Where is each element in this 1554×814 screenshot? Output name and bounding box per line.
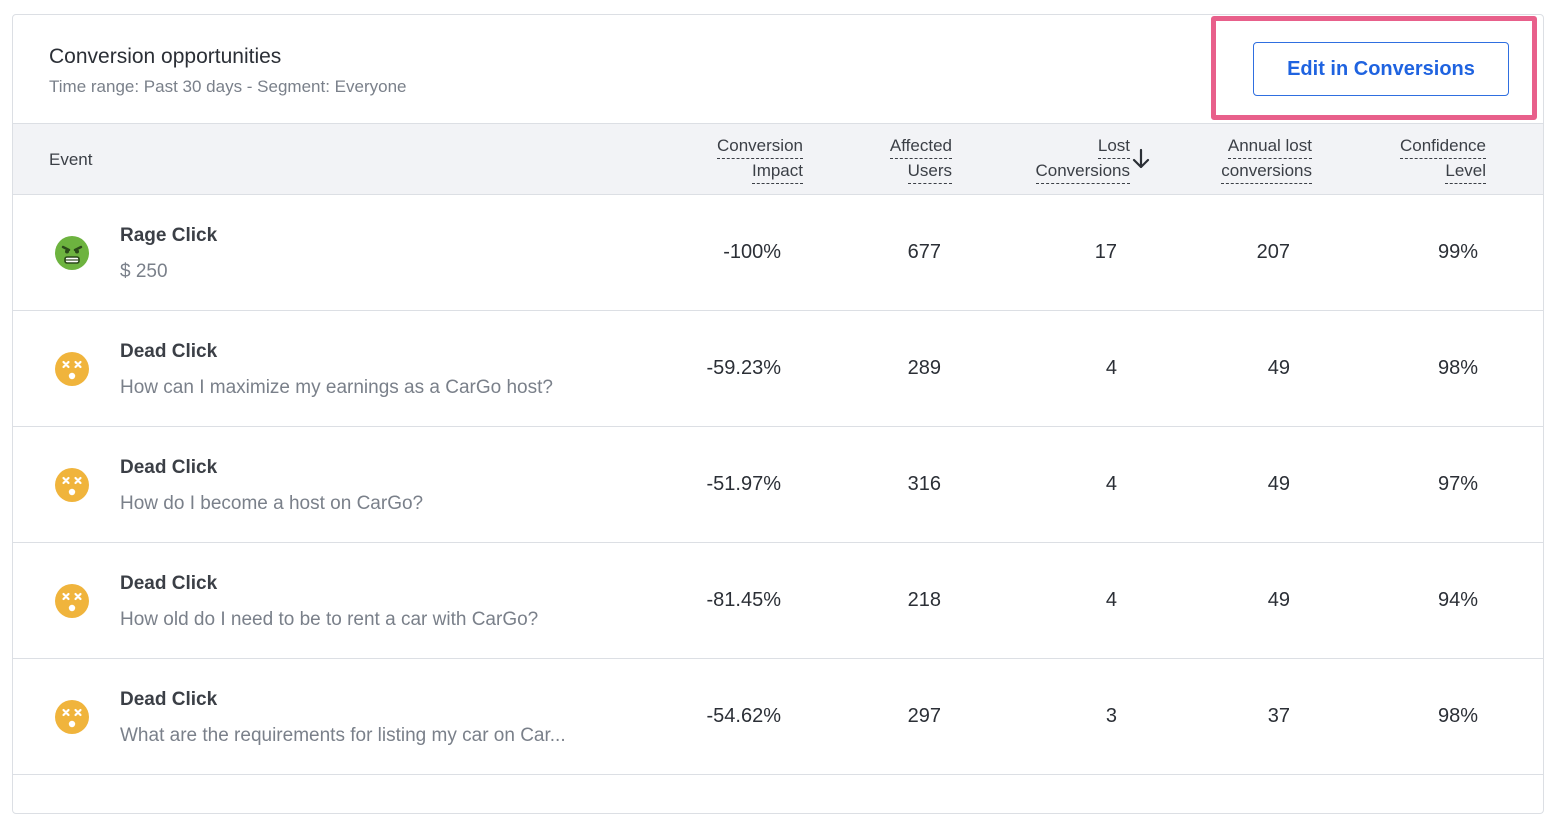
- conversion-opportunities-card: Conversion opportunities Time range: Pas…: [12, 14, 1544, 814]
- conversion-impact-value: -51.97%: [706, 473, 782, 495]
- affected-users-value: 289: [907, 357, 941, 379]
- angry-face-icon: [54, 235, 90, 271]
- annual-lost-conversions-value: 37: [1267, 705, 1290, 727]
- card-title: Conversion opportunities: [49, 45, 282, 68]
- affected-users-value: 316: [907, 473, 941, 495]
- table-header: Event Conversion Impact Affected Users Los…: [13, 123, 1543, 195]
- annual-lost-conversions-value: 49: [1267, 357, 1290, 379]
- conversion-impact-value: -54.62%: [706, 705, 782, 727]
- dizzy-face-icon: [54, 583, 90, 619]
- dizzy-face-icon: [54, 699, 90, 735]
- confidence-level-value: 97%: [1437, 473, 1478, 495]
- edit-in-conversions-button[interactable]: Edit in Conversions: [1253, 42, 1509, 96]
- event-description: How do I become a host on CarGo?: [120, 493, 424, 514]
- event-name: Rage Click: [120, 225, 218, 246]
- event-name: Dead Click: [120, 689, 218, 710]
- confidence-level-value: 94%: [1437, 589, 1478, 611]
- col-lost-conversions[interactable]: Lost Conversions: [1035, 134, 1130, 184]
- col-confidence-level[interactable]: Confidence Level: [1399, 134, 1486, 184]
- affected-users-value: 677: [907, 241, 941, 263]
- table-row[interactable]: Dead Click What are the requirements for…: [13, 659, 1543, 775]
- annual-lost-conversions-value: 49: [1267, 589, 1290, 611]
- dizzy-face-icon: [54, 351, 90, 387]
- card-header: Conversion opportunities Time range: Pas…: [13, 15, 1543, 123]
- table-row[interactable]: Dead Click How old do I need to be to re…: [13, 543, 1543, 659]
- affected-users-value: 297: [907, 705, 941, 727]
- card-subtitle: Time range: Past 30 days - Segment: Ever…: [49, 77, 407, 96]
- event-description: $ 250: [120, 261, 168, 282]
- confidence-level-value: 98%: [1437, 357, 1478, 379]
- lost-conversions-value: 3: [1105, 705, 1117, 727]
- conversion-impact-value: -59.23%: [706, 357, 782, 379]
- event-name: Dead Click: [120, 573, 218, 594]
- lost-conversions-value: 4: [1105, 589, 1117, 611]
- table-row[interactable]: Dead Click How can I maximize my earning…: [13, 311, 1543, 427]
- lost-conversions-value: 17: [1094, 241, 1117, 263]
- table-row[interactable]: Dead Click How do I become a host on Car…: [13, 427, 1543, 543]
- event-name: Dead Click: [120, 341, 218, 362]
- annual-lost-conversions-value: 49: [1267, 473, 1290, 495]
- dizzy-face-icon: [54, 467, 90, 503]
- lost-conversions-value: 4: [1105, 473, 1117, 495]
- highlight-box: [1211, 16, 1537, 120]
- lost-conversions-value: 4: [1105, 357, 1117, 379]
- affected-users-value: 218: [907, 589, 941, 611]
- conversion-impact-value: -81.45%: [706, 589, 782, 611]
- col-affected-users[interactable]: Affected Users: [889, 134, 952, 184]
- confidence-level-value: 99%: [1437, 241, 1478, 263]
- col-conversion-impact[interactable]: Conversion Impact: [717, 134, 803, 184]
- event-name: Dead Click: [120, 457, 218, 478]
- event-description: What are the requirements for listing my…: [120, 725, 566, 746]
- col-event[interactable]: Event: [49, 150, 93, 169]
- table-row[interactable]: Rage Click $ 250 -100% 677 17 207 99%: [13, 195, 1543, 311]
- event-description: How old do I need to be to rent a car wi…: [120, 609, 539, 630]
- conversion-impact-value: -100%: [723, 241, 781, 263]
- arrow-down-icon[interactable]: [1131, 148, 1151, 175]
- annual-lost-conversions-value: 207: [1256, 241, 1290, 263]
- event-description: How can I maximize my earnings as a CarG…: [120, 377, 553, 398]
- col-annual-lost-conversions[interactable]: Annual lost conversions: [1221, 134, 1312, 184]
- confidence-level-value: 98%: [1437, 705, 1478, 727]
